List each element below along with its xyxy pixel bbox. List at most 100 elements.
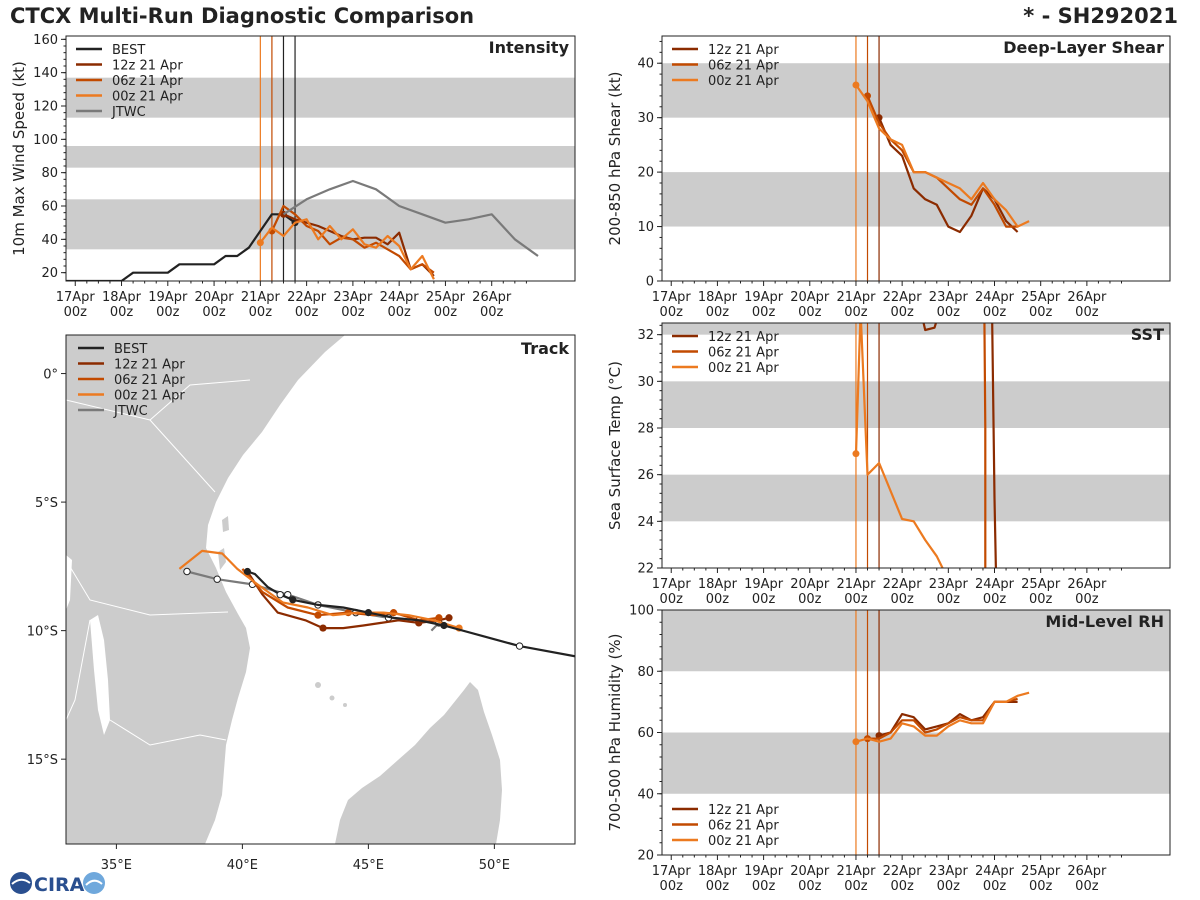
x-tick-label-day: 26Apr — [1067, 577, 1107, 592]
x-tick-label-day: 20Apr — [790, 864, 830, 879]
y-tick-label: 22 — [637, 562, 654, 577]
x-tick-label-hour: 00z — [983, 879, 1007, 894]
x-tick-label-hour: 00z — [890, 305, 914, 320]
x-tick-label-hour: 00z — [706, 879, 730, 894]
lat-tick-label: 5°S — [35, 496, 58, 511]
y-tick-label: 40 — [41, 233, 58, 248]
threshold-band — [662, 323, 1170, 335]
x-tick-label-hour: 00z — [480, 305, 504, 320]
logo-globe — [10, 872, 32, 894]
x-tick-label-day: 25Apr — [1021, 864, 1061, 879]
y-tick-label: 20 — [637, 849, 654, 864]
x-tick-label-day: 19Apr — [744, 577, 784, 592]
lake-malawi — [90, 615, 110, 735]
figure-title: CTCX Multi-Run Diagnostic Comparison — [10, 4, 475, 28]
track-marker-filled — [314, 611, 322, 619]
x-tick-label-hour: 00z — [937, 879, 961, 894]
threshold-band — [662, 474, 1170, 522]
x-tick-label-day: 18Apr — [698, 290, 738, 305]
y-tick-label: 32 — [637, 328, 654, 343]
y-tick-label: 120 — [33, 100, 58, 115]
track-panel: 0° 5°S 10°S 15°S 35°E 40°E 45°E 50°E Track BEST12… — [27, 334, 576, 873]
plot-frame — [661, 35, 1171, 282]
series-line-run06 — [270, 204, 435, 274]
x-tick-label-day: 21Apr — [241, 290, 281, 305]
legend-label: BEST — [112, 43, 145, 58]
comoros-island — [329, 695, 335, 701]
x-tick-label-day: 23Apr — [333, 290, 373, 305]
track-marker-filled — [435, 614, 443, 622]
x-tick-label-day: 22Apr — [883, 864, 923, 879]
series-start-marker — [256, 239, 264, 247]
x-tick-label-day: 23Apr — [929, 290, 969, 305]
x-tick-label-hour: 00z — [706, 592, 730, 607]
threshold-band — [662, 63, 1170, 118]
intensity-panel: 2040608010012014016017Apr00z18Apr00z19Ap… — [10, 33, 576, 320]
legend-label: 06z 21 Apr — [708, 59, 779, 74]
x-tick-label-day: 24Apr — [380, 290, 420, 305]
lat-tick-label: 10°S — [27, 625, 58, 640]
x-tick-label-day: 23Apr — [929, 864, 969, 879]
storm-id: * - SH292021 — [1023, 4, 1178, 28]
x-tick-label-hour: 00z — [937, 305, 961, 320]
x-tick-label-hour: 00z — [202, 305, 226, 320]
x-tick-label-day: 18Apr — [698, 864, 738, 879]
x-tick-label-day: 24Apr — [975, 864, 1015, 879]
x-tick-label-day: 25Apr — [426, 290, 466, 305]
plot-frame — [65, 35, 576, 282]
y-tick-label: 100 — [629, 604, 654, 619]
y-tick-label: 160 — [33, 33, 58, 48]
rh-panel: 2040608010017Apr00z18Apr00z19Apr00z20Apr… — [606, 604, 1171, 894]
x-tick-label-hour: 00z — [295, 305, 319, 320]
y-tick-label: 10 — [637, 220, 654, 235]
shear-panel: 01020304017Apr00z18Apr00z19Apr00z20Apr00… — [606, 35, 1171, 320]
x-tick-label-day: 24Apr — [975, 290, 1015, 305]
x-tick-label-day: 21Apr — [836, 290, 876, 305]
series-start-marker — [852, 450, 860, 458]
country-border — [66, 379, 251, 746]
legend-label: 12z 21 Apr — [708, 330, 779, 345]
y-tick-label: 80 — [637, 665, 654, 680]
series-line-run00 — [855, 84, 1030, 228]
series-line-jtwc — [282, 179, 539, 257]
series-line-run00 — [855, 691, 1030, 743]
cira-logo: CIRA — [10, 872, 105, 896]
threshold-band — [66, 77, 575, 118]
x-tick-label-day: 20Apr — [195, 290, 235, 305]
x-tick-label-day: 17Apr — [652, 290, 692, 305]
x-tick-label-hour: 00z — [798, 592, 822, 607]
x-tick-label-hour: 00z — [660, 305, 684, 320]
x-tick-label-day: 20Apr — [790, 577, 830, 592]
panel-title: SST — [1131, 325, 1164, 344]
y-tick-label: 140 — [33, 66, 58, 81]
x-tick-label-day: 17Apr — [652, 577, 692, 592]
legend-label: 00z 21 Apr — [708, 361, 779, 376]
x-tick-label-hour: 00z — [1029, 879, 1053, 894]
y-axis-label: Sea Surface Temp (°C) — [606, 361, 624, 530]
x-tick-label-hour: 00z — [706, 305, 730, 320]
series-line-best — [66, 213, 296, 281]
x-tick-label-hour: 00z — [983, 592, 1007, 607]
y-tick-label: 80 — [41, 166, 58, 181]
legend-label: 12z 21 Apr — [708, 43, 779, 58]
panel-title: Deep-Layer Shear — [1003, 38, 1164, 57]
track-marker-filled — [364, 609, 372, 617]
panel-title: Track — [521, 339, 569, 358]
threshold-band — [662, 172, 1170, 227]
track-marker-filled — [440, 621, 448, 630]
x-tick-label-hour: 00z — [844, 592, 868, 607]
x-tick-label-day: 24Apr — [975, 577, 1015, 592]
track-marker-filled — [445, 614, 453, 622]
series-start-marker — [852, 738, 860, 746]
y-axis-label: 700-500 hPa Humidity (%) — [606, 633, 624, 831]
x-tick-label-day: 20Apr — [790, 290, 830, 305]
x-tick-label-hour: 00z — [387, 305, 411, 320]
legend-label: 12z 21 Apr — [708, 803, 779, 818]
legend-label: 06z 21 Apr — [112, 74, 183, 89]
y-tick-label: 100 — [33, 133, 58, 148]
x-tick-label-day: 19Apr — [148, 290, 188, 305]
legend-label: BEST — [114, 342, 147, 357]
legend-label: 06z 21 Apr — [114, 373, 185, 388]
series-line-run00 — [854, 323, 944, 568]
